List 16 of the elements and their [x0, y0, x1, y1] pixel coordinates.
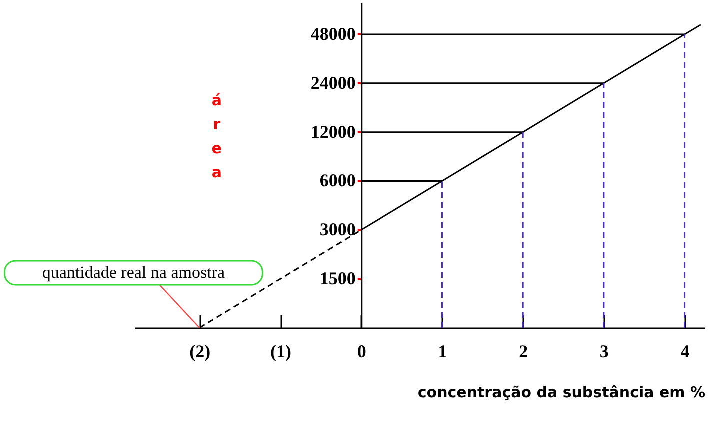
- x-tick-label: 1: [438, 342, 448, 362]
- y-tick-label: 6000: [320, 170, 356, 191]
- x-axis-title: concentração da substância em %: [418, 384, 706, 402]
- x-tick-label: 0: [357, 342, 366, 362]
- annotation: quantidade real na amostra: [42, 263, 226, 282]
- y-axis-title: área: [212, 92, 222, 182]
- x-tick-label: 2: [519, 342, 528, 362]
- x-tick-label: (1): [270, 342, 292, 362]
- y-tick-label: 3000: [320, 220, 356, 240]
- x-tick-label: 3: [600, 342, 609, 362]
- y-tick-label: 1500: [320, 268, 356, 289]
- y-tick-label: 48000: [310, 24, 356, 44]
- x-tick-label: 4: [680, 342, 690, 362]
- y-tick-label: 24000: [310, 72, 356, 93]
- y-tick-label: 12000: [310, 122, 356, 142]
- x-tick-label: (2): [190, 342, 211, 362]
